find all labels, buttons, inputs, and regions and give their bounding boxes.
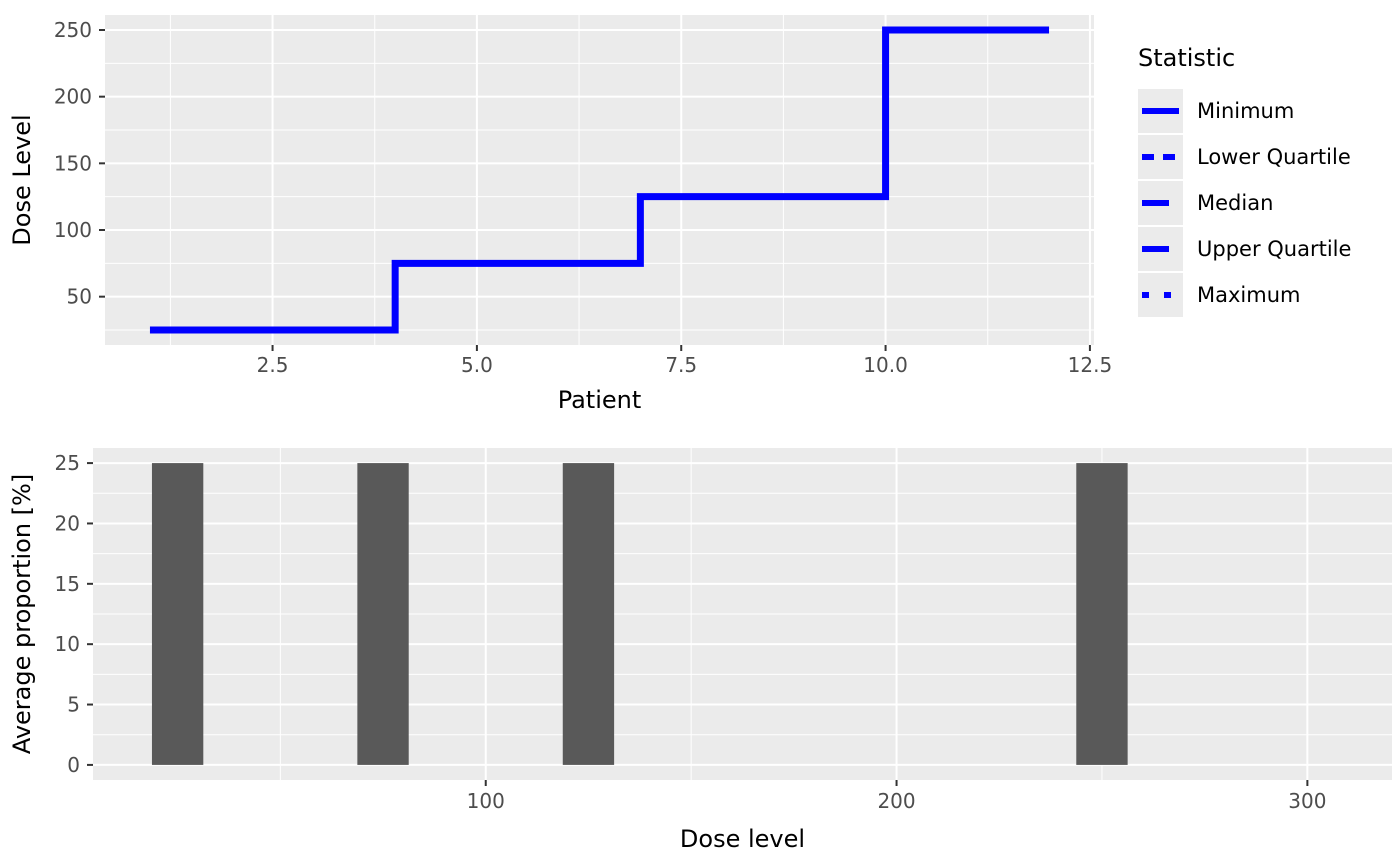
gridlines — [93, 448, 1392, 780]
y-tick-label: 25 — [55, 451, 80, 475]
plot-panel — [105, 15, 1094, 345]
legend-label: Lower Quartile — [1197, 145, 1351, 169]
bar — [357, 463, 409, 765]
y-tick-label: 10 — [55, 632, 80, 656]
legend-label: Median — [1197, 191, 1273, 215]
x-axis-title: Patient — [558, 386, 642, 414]
x-tick-label: 5.0 — [461, 353, 493, 377]
axes: 100 200 300 0 5 10 15 20 25 — [55, 451, 1327, 813]
y-tick-label: 50 — [67, 285, 92, 309]
legend: Statistic Minimum Lower Quartile Median Uppe… — [1138, 44, 1351, 317]
y-tick-label: 20 — [55, 511, 80, 535]
y-tick-label: 5 — [67, 693, 80, 717]
x-tick-label: 2.5 — [257, 353, 289, 377]
step-line — [149, 26, 1050, 334]
legend-label: Minimum — [1197, 99, 1294, 123]
x-tick-label: 200 — [877, 789, 915, 813]
x-tick-label: 12.5 — [1068, 353, 1113, 377]
x-axis-title: Dose level — [680, 825, 805, 853]
axes: 2.5 5.0 7.5 10.0 12.5 50 100 150 200 250 — [54, 18, 1112, 377]
legend-label: Upper Quartile — [1197, 237, 1351, 261]
y-axis-title: Dose Level — [8, 114, 36, 245]
y-tick-label: 250 — [54, 18, 92, 42]
x-tick-label: 300 — [1288, 789, 1326, 813]
bars — [151, 463, 1128, 765]
x-tick-label: 7.5 — [665, 353, 697, 377]
y-axis-title: Average proportion [%] — [8, 474, 36, 754]
y-tick-label: 0 — [67, 753, 80, 777]
x-tick-label: 100 — [467, 789, 505, 813]
x-tick-label: 10.0 — [863, 353, 908, 377]
gridlines — [105, 15, 1094, 345]
bar — [1076, 463, 1128, 765]
y-tick-label: 15 — [55, 572, 80, 596]
y-tick-label: 100 — [54, 218, 92, 242]
legend-title: Statistic — [1138, 44, 1235, 72]
bar — [562, 463, 615, 765]
y-tick-label: 150 — [54, 151, 92, 175]
y-tick-label: 200 — [54, 85, 92, 109]
legend-label: Maximum — [1197, 283, 1300, 307]
bar — [151, 463, 204, 765]
step-chart: 2.5 5.0 7.5 10.0 12.5 50 100 150 200 250 Patient Do… — [8, 15, 1351, 414]
bar-chart: 100 200 300 0 5 10 15 20 25 Dose level Average pro… — [8, 448, 1392, 853]
